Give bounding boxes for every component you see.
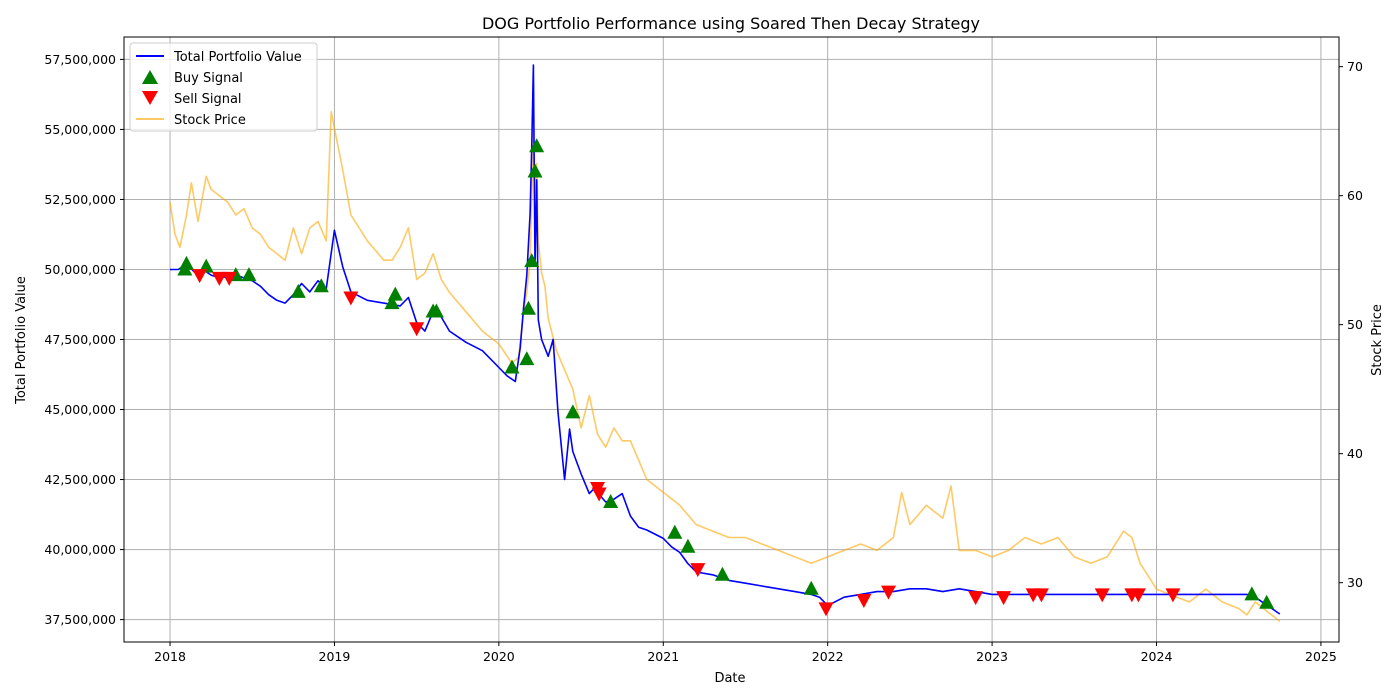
buy-signal-marker — [667, 524, 683, 539]
sell-signal-marker — [192, 269, 208, 284]
y2-axis-title: Stock Price — [1370, 304, 1385, 376]
y2-tick-label: 50 — [1347, 317, 1363, 332]
x-tick-label: 2025 — [1305, 649, 1337, 664]
buy-signal-marker — [387, 286, 403, 301]
buy-signal-marker — [803, 580, 819, 595]
signal-markers — [177, 138, 1275, 617]
y-tick-label: 57,500,000 — [44, 52, 116, 67]
legend-sell-label: Sell Signal — [174, 92, 242, 107]
y2-tick-label: 70 — [1347, 59, 1363, 74]
buy-signal-marker — [680, 538, 696, 553]
sell-signal-marker — [996, 591, 1012, 606]
buy-signal-marker — [1259, 594, 1275, 609]
buy-signal-marker — [520, 300, 536, 315]
y2-tick-label: 60 — [1347, 188, 1363, 203]
buy-signal-marker — [529, 138, 545, 153]
buy-signal-marker — [504, 359, 520, 374]
y-axis-title: Total Portfolio Value — [14, 276, 29, 405]
sell-signal-marker — [409, 322, 425, 337]
buy-signal-marker — [313, 278, 329, 293]
legend-buy-label: Buy Signal — [174, 71, 243, 86]
sell-signal-marker — [1094, 588, 1110, 603]
legend-buy-swatch — [142, 70, 158, 84]
y-tick-label: 45,000,000 — [44, 402, 116, 417]
y2-tick-label: 40 — [1347, 446, 1363, 461]
sell-signal-marker — [968, 591, 984, 606]
y-axis-right: 30 40 50 60 70 — [1339, 59, 1363, 590]
x-tick-label: 2021 — [647, 649, 679, 664]
sell-signal-marker — [856, 593, 872, 608]
sell-signal-marker — [343, 291, 359, 306]
x-tick-label: 2023 — [976, 649, 1008, 664]
y-tick-label: 50,000,000 — [44, 262, 116, 277]
buy-signal-marker — [519, 351, 535, 366]
legend: Total Portfolio Value Buy Signal Sell Si… — [129, 42, 318, 132]
stock-price-layer — [169, 111, 1281, 623]
x-tick-label: 2018 — [154, 649, 186, 664]
sell-signal-marker — [881, 585, 897, 600]
y-tick-label: 42,500,000 — [44, 472, 116, 487]
x-axis: 2018 2019 2020 2021 2022 2023 2024 2025 — [154, 642, 1337, 664]
sell-signal-marker — [818, 602, 834, 617]
buy-signal-marker — [241, 267, 257, 282]
x-tick-label: 2020 — [483, 649, 515, 664]
buy-signal-marker — [384, 295, 400, 310]
buy-signal-marker — [714, 566, 730, 581]
sell-signal-marker — [591, 487, 607, 502]
y-tick-label: 37,500,000 — [44, 612, 116, 627]
legend-portfolio-label: Total Portfolio Value — [173, 50, 302, 65]
buy-signal-marker — [178, 255, 194, 270]
y-tick-label: 40,000,000 — [44, 542, 116, 557]
buy-signal-marker — [428, 303, 444, 318]
x-axis-title: Date — [714, 671, 745, 686]
buy-signal-marker — [527, 163, 543, 178]
stock-price-line — [169, 111, 1281, 623]
portfolio-value-line — [170, 64, 1281, 615]
legend-box — [129, 42, 318, 132]
portfolio-layer — [170, 64, 1281, 615]
y-tick-label: 47,500,000 — [44, 332, 116, 347]
x-tick-label: 2019 — [319, 649, 351, 664]
sell-signal-marker — [1130, 588, 1146, 603]
sell-signal-marker — [1033, 588, 1049, 603]
x-tick-label: 2024 — [1141, 649, 1173, 664]
sell-signal-marker — [690, 563, 706, 578]
buy-signal-marker — [290, 283, 306, 298]
buy-signal-marker — [565, 404, 581, 419]
legend-sell-swatch — [142, 91, 158, 105]
y-axis-left: 37,500,000 40,000,000 42,500,000 45,000,000… — [44, 52, 124, 627]
y-tick-label: 52,500,000 — [44, 192, 116, 207]
legend-price-label: Stock Price — [174, 113, 246, 128]
chart-title: DOG Portfolio Performance using Soared T… — [482, 14, 980, 33]
x-tick-label: 2022 — [812, 649, 844, 664]
buy-signal-marker — [524, 253, 540, 268]
sell-signal-marker — [211, 271, 227, 286]
buy-signal-marker — [1244, 586, 1260, 601]
buy-signal-marker — [603, 493, 619, 508]
sell-signal-marker — [1165, 588, 1181, 603]
y-tick-label: 55,000,000 — [44, 122, 116, 137]
y2-tick-label: 30 — [1347, 575, 1363, 590]
sell-signal-marker — [221, 271, 237, 286]
